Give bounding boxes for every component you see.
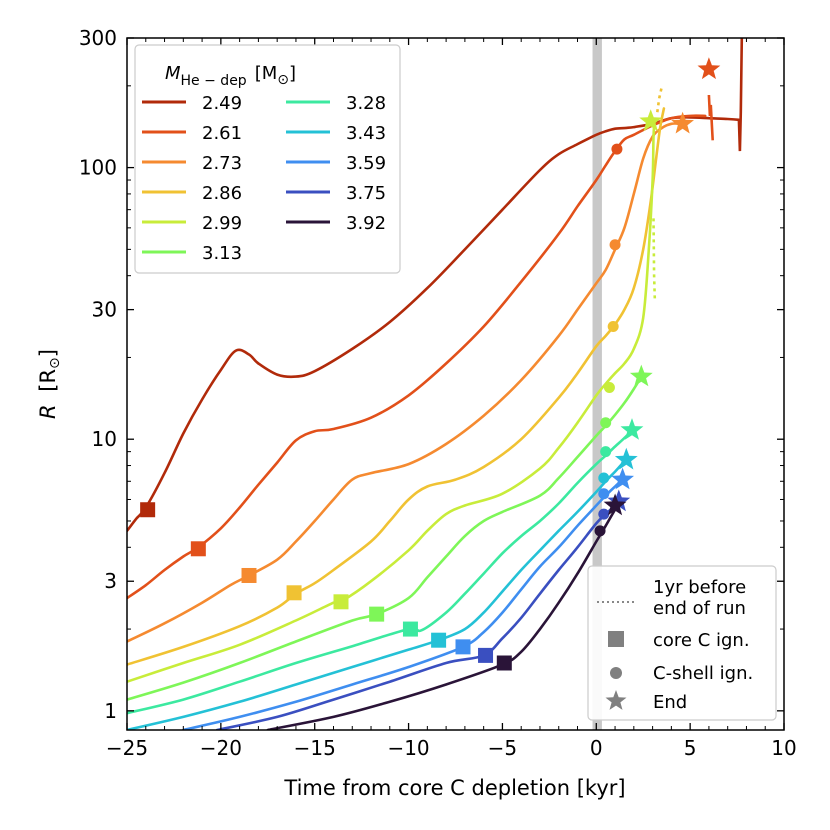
legend-label-3.28: 3.28 <box>346 93 386 114</box>
end-marker-2.73 <box>671 111 694 134</box>
core-c-ignition-marker-2.99 <box>333 594 349 610</box>
y-tick-label: 10 <box>92 427 117 451</box>
marker-legend-circle-label: C-shell ign. <box>653 663 753 684</box>
x-tick-label: −25 <box>106 736 148 760</box>
legend-label-3.92: 3.92 <box>346 213 386 234</box>
series-line-3.59 <box>182 478 624 730</box>
y-axis-unit: [R <box>36 369 60 392</box>
end-marker-2.99 <box>639 109 663 132</box>
mass-legend-entries: 2.49 2.61 2.73 2.86 2.99 3.13 3.28 3.43 3.59 3.75… <box>142 93 386 264</box>
axis-ticks: −25 −20 −15 −10 −5 0 5 10 1 3 10 30 100 300 <box>79 26 797 760</box>
y-axis-title: R [R⊙] <box>36 349 63 419</box>
c-shell-ignition-marker-3.59 <box>598 488 610 500</box>
c-shell-ignition-marker-3.13 <box>600 417 612 429</box>
core-c-ignition-marker-3.13 <box>369 606 385 622</box>
c-shell-ignition-marker-2.86 <box>607 320 619 332</box>
x-tick-label: 0 <box>590 736 603 760</box>
depletion-band <box>592 38 602 730</box>
marker-legend-dotted-line2: end of run <box>653 598 746 619</box>
circle-marker-icon <box>610 667 622 679</box>
c-shell-ignition-marker-2.99 <box>603 382 615 394</box>
c-shell-ignition-marker-2.61 <box>611 143 623 155</box>
x-tick-label: −10 <box>387 736 429 760</box>
series-tail-2.99 <box>652 218 657 303</box>
series-markers <box>140 57 721 671</box>
x-tick-label: 5 <box>684 736 697 760</box>
x-axis-title: Time from core C depletion [kyr] <box>283 776 625 800</box>
marker-legend-dotted-line1: 1yr before <box>653 577 746 598</box>
core-c-ignition-marker-2.61 <box>190 541 206 557</box>
marker-legend-box <box>587 565 777 721</box>
end-marker-3.28 <box>620 418 644 440</box>
core-c-ignition-marker-3.43 <box>431 632 447 648</box>
end-marker-3.59 <box>611 467 634 490</box>
mass-legend-box <box>134 44 401 274</box>
legend-label-2.86: 2.86 <box>202 183 242 204</box>
core-c-ignition-marker-3.75 <box>478 647 494 663</box>
marker-legend: 1yr before end of run core C ign. C-shel… <box>587 565 777 721</box>
c-shell-ignition-marker-3.75 <box>598 508 610 520</box>
core-c-ignition-marker-3.92 <box>496 655 512 671</box>
core-c-ignition-marker-2.73 <box>241 567 257 583</box>
end-marker-2.61 <box>697 57 721 80</box>
y-tick-label: 100 <box>79 156 117 180</box>
star-marker-icon <box>605 690 627 710</box>
legend-label-3.13: 3.13 <box>202 243 242 264</box>
marker-legend-star-label: End <box>653 692 687 713</box>
legend-label-3.43: 3.43 <box>346 123 386 144</box>
c-shell-ignition-marker-3.92 <box>594 525 606 537</box>
end-marker-3.92 <box>603 493 627 516</box>
plot-frame <box>126 37 785 731</box>
y-axis-unit-close: ] <box>36 349 60 357</box>
end-marker-3.75 <box>607 489 631 512</box>
x-tick-label: −20 <box>200 736 242 760</box>
legend-label-3.75: 3.75 <box>346 183 386 204</box>
x-tick-label: 10 <box>771 736 796 760</box>
series-line-3.13 <box>127 375 643 701</box>
series-tail-2.49 <box>737 38 744 152</box>
carbon-depletion-band <box>592 38 602 730</box>
y-tick-label: 3 <box>104 569 117 593</box>
end-marker-3.13 <box>629 364 653 387</box>
mass-legend-title: MHe − dep [M⊙] <box>165 63 296 89</box>
legend-label-2.99: 2.99 <box>202 213 242 234</box>
y-tick-label: 1 <box>104 699 117 723</box>
marker-legend-square-label: core C ign. <box>653 630 750 651</box>
svg-text:R [R⊙]: R [R⊙] <box>36 349 63 419</box>
core-c-ignition-marker-3.59 <box>455 639 471 655</box>
y-tick-label: 30 <box>92 298 117 322</box>
legend-label-2.61: 2.61 <box>202 123 242 144</box>
mass-legend: MHe − dep [M⊙] 2.49 2.61 2.73 2.86 2.99 3.13 3.… <box>134 44 401 274</box>
square-marker-icon <box>608 631 624 647</box>
end-marker-3.43 <box>614 447 638 470</box>
y-axis-unit-sub: ⊙ <box>47 357 63 369</box>
series-line-2.61 <box>127 114 707 600</box>
series-line-2.73 <box>127 122 683 643</box>
c-shell-ignition-marker-3.43 <box>598 472 610 484</box>
c-shell-ignition-marker-3.28 <box>600 446 612 458</box>
y-axis-symbol: R <box>36 404 60 419</box>
x-tick-label: −15 <box>294 736 336 760</box>
series-tail-2.61 <box>707 94 714 141</box>
y-tick-label: 300 <box>79 26 117 50</box>
legend-label-3.59: 3.59 <box>346 153 386 174</box>
legend-label-2.73: 2.73 <box>202 153 242 174</box>
legend-label-2.49: 2.49 <box>202 93 242 114</box>
core-c-ignition-marker-2.86 <box>286 585 302 601</box>
c-shell-ignition-marker-2.73 <box>609 239 621 251</box>
core-c-ignition-marker-2.49 <box>140 502 156 518</box>
series-line-3.92 <box>266 504 621 730</box>
series-tail-2.86 <box>656 85 664 113</box>
x-tick-label: −5 <box>488 736 517 760</box>
core-c-ignition-marker-3.28 <box>402 621 418 637</box>
